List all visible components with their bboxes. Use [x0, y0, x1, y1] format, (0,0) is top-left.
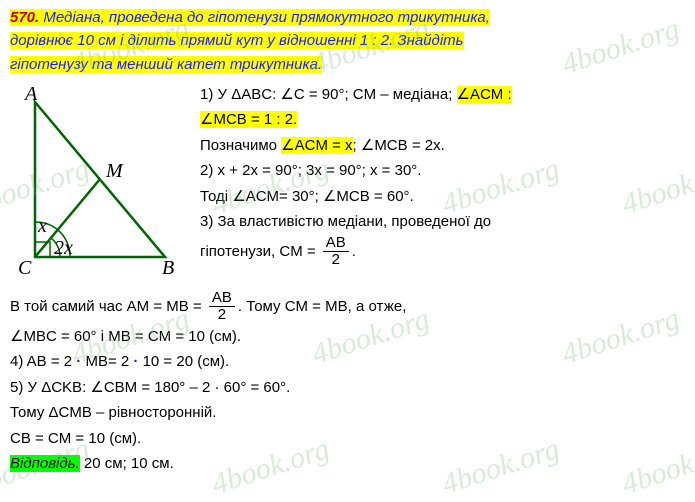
sol-line-9: ∠MBC = 60° і MB = CM = 10 (см). [10, 324, 685, 350]
problem-line-2: дорівнює 10 см і ділить прямий кут у від… [10, 29, 685, 52]
answer-label: Відповідь. [10, 455, 80, 472]
vertex-b: B [162, 257, 174, 279]
angle-x: x [37, 215, 47, 237]
answer-line: Відповідь. 20 см; 10 см. [10, 451, 685, 477]
sol-line-5: Тоді ∠ACM= 30°; ∠MCB = 60°. [200, 184, 685, 210]
sol-line-13: CB = CM = 10 (см). [10, 426, 685, 452]
problem-line-3: гіпотенузу та менший катет трикутника. [10, 53, 685, 76]
problem-statement: 570. Медіана, проведена до гіпотенузи пр… [10, 6, 685, 76]
sol-line-11: 5) У ΔCKB: ∠CBM = 180° – 2 · 60° = 60°. [10, 375, 685, 401]
solution-right: 1) У ΔABC: ∠C = 90°; CM – медіана; ∠ACM … [200, 82, 685, 286]
sol-line-1: 1) У ΔABC: ∠C = 90°; CM – медіана; ∠ACM … [200, 82, 685, 108]
angle-2x: 2x [54, 237, 73, 259]
triangle-diagram: A C B M x 2x [10, 82, 200, 286]
answer-text: 20 см; 10 см. [80, 455, 174, 472]
sol-line-12: Тому ΔCMB – рівносторонній. [10, 400, 685, 426]
problem-text-1: Медіана, проведена до гіпотенузи прямоку… [39, 9, 490, 26]
sol-line-6: 3) За властивістю медіани, проведеної до [200, 209, 685, 235]
sol-line-3: Позначимо ∠ACM = x; ∠MCB = 2x. [200, 133, 685, 159]
fraction-ab-2: AB2 [323, 235, 349, 269]
point-m: M [105, 160, 124, 182]
sol-line-4: 2) x + 2x = 90°; 3x = 90°; x = 30°. [200, 158, 685, 184]
vertex-a: A [23, 83, 38, 105]
solution-below: В той самий час AM = MB = AB2. Тому CM =… [10, 290, 685, 477]
fraction-ab-2-b: AB2 [209, 290, 235, 324]
vertex-c: C [18, 257, 32, 279]
problem-number: 570. [10, 9, 39, 26]
sol-line-2: ∠MCB = 1 : 2. [200, 107, 685, 133]
sol-line-10: 4) AB = 2 · MB= 2 · 10 = 20 (см). [10, 349, 685, 375]
sol-line-8: В той самий час AM = MB = AB2. Тому CM =… [10, 290, 685, 324]
sol-line-7: гіпотенузи, CM = AB2. [200, 235, 685, 269]
problem-line-1: 570. Медіана, проведена до гіпотенузи пр… [10, 6, 685, 29]
